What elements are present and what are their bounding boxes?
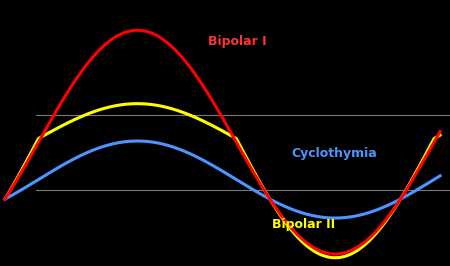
Text: Cyclothymia: Cyclothymia [292,147,378,160]
Text: Bipolar II: Bipolar II [272,218,335,231]
Text: Bipolar I: Bipolar I [208,35,266,48]
